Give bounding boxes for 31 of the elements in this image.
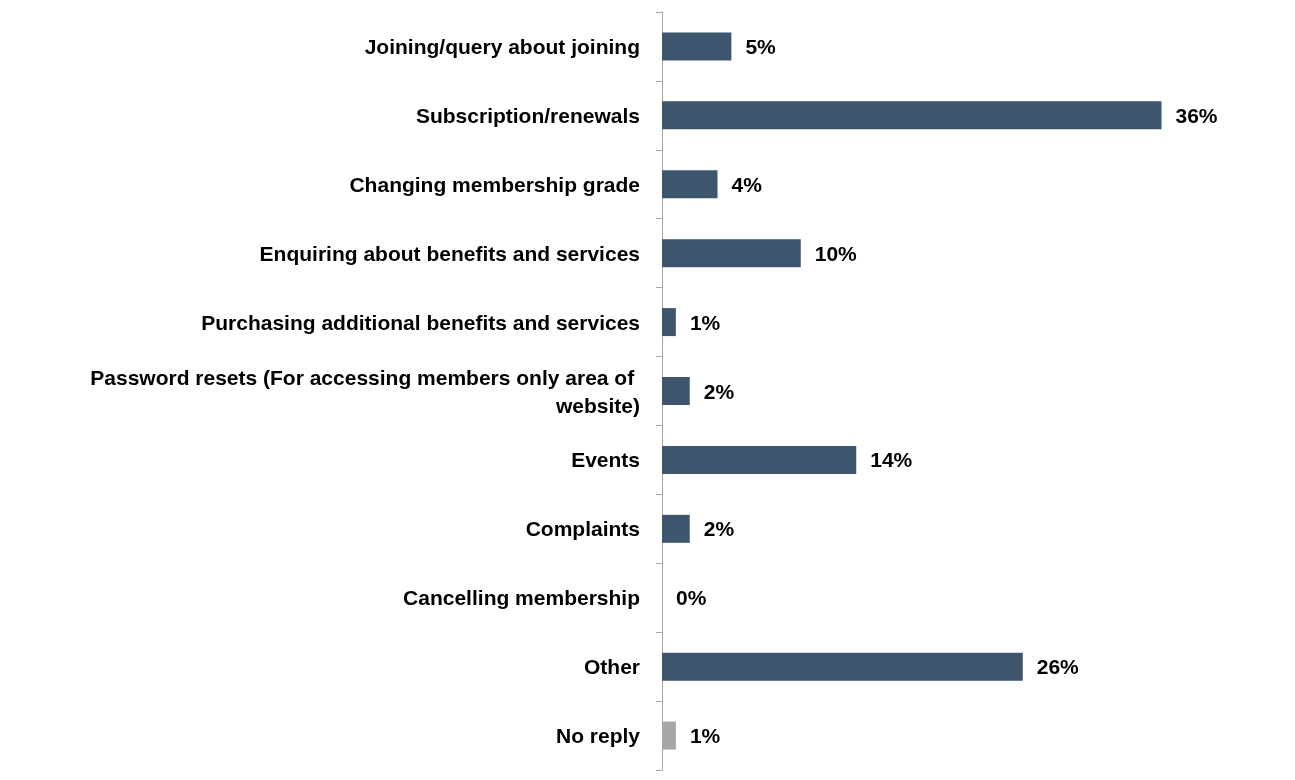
bar bbox=[662, 170, 718, 199]
bar bbox=[662, 652, 1023, 681]
y-tick-label: Joining/query about joining bbox=[364, 34, 640, 58]
y-tick-label: Enquiring about benefits and services bbox=[259, 241, 640, 265]
bar bbox=[662, 445, 857, 474]
data-label: 36% bbox=[1175, 103, 1218, 127]
bar bbox=[662, 239, 801, 268]
data-label: 14% bbox=[870, 448, 913, 472]
data-label: 10% bbox=[814, 241, 858, 265]
bar bbox=[662, 32, 732, 61]
data-label: 4% bbox=[731, 172, 763, 196]
data-label: 2% bbox=[703, 379, 735, 403]
data-label: 0% bbox=[676, 586, 707, 610]
data-label: 5% bbox=[745, 34, 777, 58]
y-tick-label: Events bbox=[571, 448, 640, 472]
bar bbox=[662, 377, 690, 405]
y-tick-label: Password resets (For accessing members only area of website) bbox=[90, 365, 640, 417]
data-label: 1% bbox=[689, 310, 721, 334]
y-tick-label: Other bbox=[583, 655, 640, 679]
y-tick-label: Cancelling membership bbox=[403, 586, 640, 610]
data-label: 26% bbox=[1036, 655, 1080, 679]
data-label: 2% bbox=[703, 517, 735, 541]
y-tick-label: Changing membership grade bbox=[349, 172, 640, 196]
y-tick-label: Purchasing additional benefits and services bbox=[201, 310, 640, 334]
bar bbox=[662, 308, 676, 337]
y-tick-label: Subscription/renewals bbox=[415, 103, 640, 127]
y-tick-label: Complaints bbox=[525, 517, 640, 541]
data-label: 1% bbox=[689, 724, 721, 748]
bar bbox=[662, 514, 690, 543]
bar bbox=[662, 101, 1162, 130]
y-tick-label: No reply bbox=[555, 724, 641, 748]
